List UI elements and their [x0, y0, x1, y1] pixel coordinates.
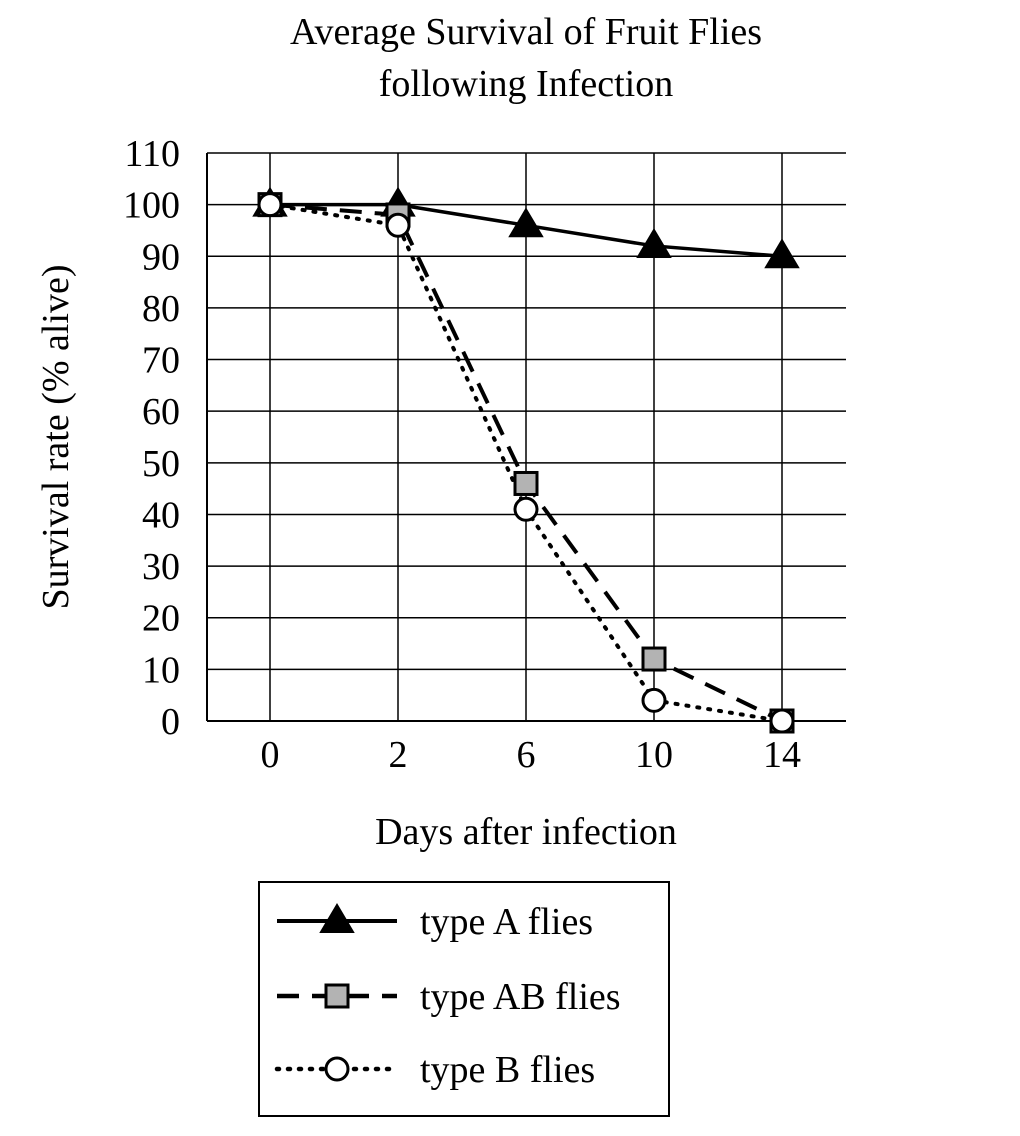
x-tick-label: 10 — [635, 734, 673, 776]
circle-data-point — [257, 192, 283, 218]
y-tick-label: 110 — [124, 133, 180, 175]
y-tick-label: 40 — [142, 494, 180, 536]
circle-data-point — [385, 212, 411, 238]
chart-title-line-1: Average Survival of Fruit Flies — [290, 11, 762, 53]
y-axis-ticks: 0 10 20 30 40 50 60 70 80 90 100 110 — [123, 133, 180, 743]
y-tick-label: 30 — [142, 546, 180, 588]
series-points-circle — [257, 192, 795, 734]
x-tick-label: 6 — [517, 734, 536, 776]
y-tick-label: 80 — [142, 288, 180, 330]
square-data-point — [513, 470, 539, 496]
square-data-point — [641, 646, 667, 672]
triangle-data-point — [508, 207, 544, 238]
triangle-data-point — [764, 238, 800, 269]
y-tick-label: 60 — [142, 391, 180, 433]
x-tick-label: 2 — [389, 734, 408, 776]
y-tick-label: 0 — [161, 701, 180, 743]
x-axis-ticks: 0 2 6 10 14 — [261, 734, 802, 776]
y-tick-label: 50 — [142, 443, 180, 485]
y-tick-label: 100 — [123, 185, 180, 227]
circle-data-point — [641, 687, 667, 713]
y-tick-label: 10 — [142, 649, 180, 691]
legend: type A flies type AB flies type B flies — [258, 881, 670, 1117]
y-axis-label: Survival rate (% alive) — [35, 264, 77, 609]
legend-square-marker — [324, 983, 350, 1009]
x-axis-label: Days after infection — [375, 811, 677, 853]
legend-label: type AB flies — [420, 976, 621, 1018]
y-tick-label: 20 — [142, 598, 180, 640]
legend-triangle-marker — [319, 903, 355, 933]
triangle-data-point — [636, 227, 672, 258]
legend-label: type A flies — [420, 901, 593, 943]
x-tick-label: 0 — [261, 734, 280, 776]
series-lines — [252, 186, 800, 734]
legend-label: type B flies — [420, 1049, 595, 1091]
chart-title-line-2: following Infection — [379, 63, 673, 105]
circle-data-point — [769, 708, 795, 734]
legend-circle-marker — [324, 1056, 350, 1082]
y-tick-label: 90 — [142, 236, 180, 278]
x-tick-label: 14 — [763, 734, 801, 776]
y-tick-label: 70 — [142, 340, 180, 382]
plot-grid — [206, 152, 846, 722]
circle-data-point — [513, 496, 539, 522]
chart-title: Average Survival of Fruit Flies followin… — [290, 11, 762, 105]
